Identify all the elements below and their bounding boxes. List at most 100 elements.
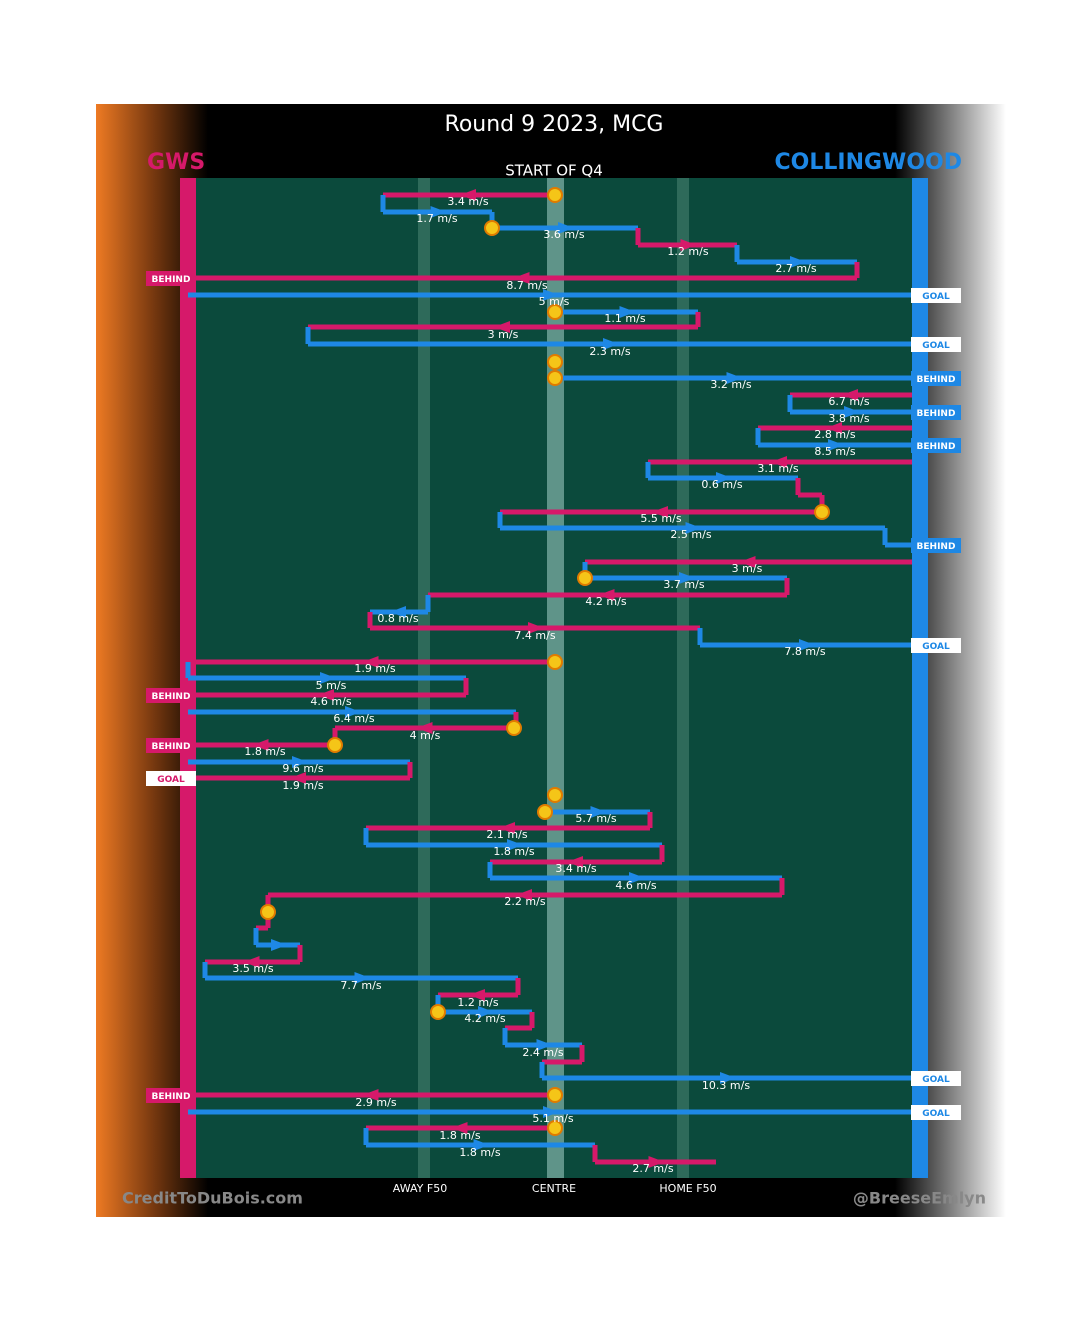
speed-label: 4.2 m/s xyxy=(585,595,626,608)
outcome-label: BEHIND xyxy=(917,542,956,552)
speed-label: 3.5 m/s xyxy=(232,962,273,975)
arrow xyxy=(362,1089,379,1101)
ball xyxy=(484,220,500,236)
ball xyxy=(547,304,563,320)
ball xyxy=(814,504,830,520)
arrow xyxy=(543,1106,559,1118)
outcome-badge xyxy=(911,538,961,553)
ball xyxy=(577,570,593,586)
arrow xyxy=(516,889,532,901)
arrow xyxy=(318,689,334,701)
ball xyxy=(547,787,563,803)
speed-label: 1.1 m/s xyxy=(604,312,645,325)
outcome-badge xyxy=(911,288,961,303)
speed-label: 7.4 m/s xyxy=(514,629,555,642)
speed-label: 8.5 m/s xyxy=(814,445,855,458)
outcome-badge xyxy=(146,1088,196,1103)
arrow xyxy=(354,972,371,984)
collingwood-name: COLLINGWOOD xyxy=(775,150,962,175)
arrow xyxy=(499,822,515,834)
speed-label: 1.2 m/s xyxy=(667,245,708,258)
arrow xyxy=(679,572,695,584)
arrow xyxy=(513,272,530,284)
arrow xyxy=(629,872,645,884)
arrow xyxy=(828,439,844,451)
arrow xyxy=(590,806,607,818)
outcome-label: BEHIND xyxy=(152,1092,191,1102)
arrow xyxy=(473,1139,490,1151)
ball xyxy=(547,1120,563,1136)
arrow xyxy=(416,722,433,734)
arrow xyxy=(494,321,510,333)
arrow xyxy=(528,622,544,634)
outcome-label: GOAL xyxy=(922,1109,950,1119)
outcome-badge xyxy=(911,405,961,420)
arrow xyxy=(844,406,860,418)
ball xyxy=(327,737,343,753)
arrow xyxy=(771,456,787,468)
outcome-badge xyxy=(911,438,961,453)
outcome-label: GOAL xyxy=(922,292,950,302)
speed-label: 3 m/s xyxy=(488,328,519,341)
arrow xyxy=(720,1072,736,1084)
home-f50-line xyxy=(677,178,689,1178)
outcome-badge xyxy=(911,337,961,352)
arrow xyxy=(430,206,447,218)
speed-label: 4.6 m/s xyxy=(615,879,656,892)
speed-label: 1.7 m/s xyxy=(416,212,457,225)
credit: @BreeseEmlyn xyxy=(853,1189,986,1208)
arrow xyxy=(799,639,815,651)
arrow xyxy=(460,189,476,201)
collingwood-goal-line xyxy=(912,178,928,1178)
speed-label: 4.6 m/s xyxy=(310,695,351,708)
arrow xyxy=(567,856,583,868)
outcome-label: BEHIND xyxy=(917,409,956,419)
ball xyxy=(260,904,276,920)
arrow xyxy=(603,338,619,350)
speed-label: 2.4 m/s xyxy=(522,1046,563,1059)
credit: CreditToDuBois.com xyxy=(122,1189,303,1208)
arrow xyxy=(680,239,697,251)
ball xyxy=(547,654,563,670)
arrow xyxy=(648,1156,665,1168)
outcome-badge xyxy=(911,1071,961,1086)
outcome-label: BEHIND xyxy=(152,275,191,285)
arrow xyxy=(739,556,756,568)
outcome-badge xyxy=(911,371,961,386)
arrow xyxy=(543,289,559,301)
speed-label: 1.9 m/s xyxy=(282,779,323,792)
speed-label: 2.5 m/s xyxy=(670,528,711,541)
speed-label: 6.4 m/s xyxy=(333,712,374,725)
speed-label: 7.7 m/s xyxy=(340,979,381,992)
zone-label: AWAY F50 xyxy=(393,1182,447,1195)
speed-label: 4 m/s xyxy=(410,729,441,742)
ball xyxy=(547,1087,563,1103)
speed-label: 3.2 m/s xyxy=(710,378,751,391)
speed-label: 4.2 m/s xyxy=(464,1012,505,1025)
speed-label: 10.3 m/s xyxy=(702,1079,750,1092)
speed-label: 3 m/s xyxy=(732,562,763,575)
speed-label: 1.8 m/s xyxy=(439,1129,480,1142)
speed-label: 1.2 m/s xyxy=(457,996,498,1009)
arrow xyxy=(252,739,269,751)
speed-label: 5.1 m/s xyxy=(532,1112,573,1125)
outcome-label: GOAL xyxy=(157,775,185,785)
arrow xyxy=(619,306,636,318)
arrow xyxy=(469,989,485,1001)
outcome-label: BEHIND xyxy=(152,692,191,702)
arrow xyxy=(390,606,406,618)
speed-label: 2.7 m/s xyxy=(632,1162,673,1175)
ball xyxy=(430,1004,446,1020)
arrow xyxy=(243,956,260,968)
speed-label: 2.8 m/s xyxy=(814,428,855,441)
outcome-label: BEHIND xyxy=(917,442,956,452)
speed-label: 9.6 m/s xyxy=(282,762,323,775)
speed-label: 8.7 m/s xyxy=(506,279,547,292)
arrow xyxy=(345,706,361,718)
speed-label: 2.9 m/s xyxy=(355,1096,396,1109)
arrow xyxy=(826,422,842,434)
speed-label: 1.8 m/s xyxy=(493,845,534,858)
speed-label: 7.8 m/s xyxy=(784,645,825,658)
speed-label: 3.8 m/s xyxy=(828,412,869,425)
